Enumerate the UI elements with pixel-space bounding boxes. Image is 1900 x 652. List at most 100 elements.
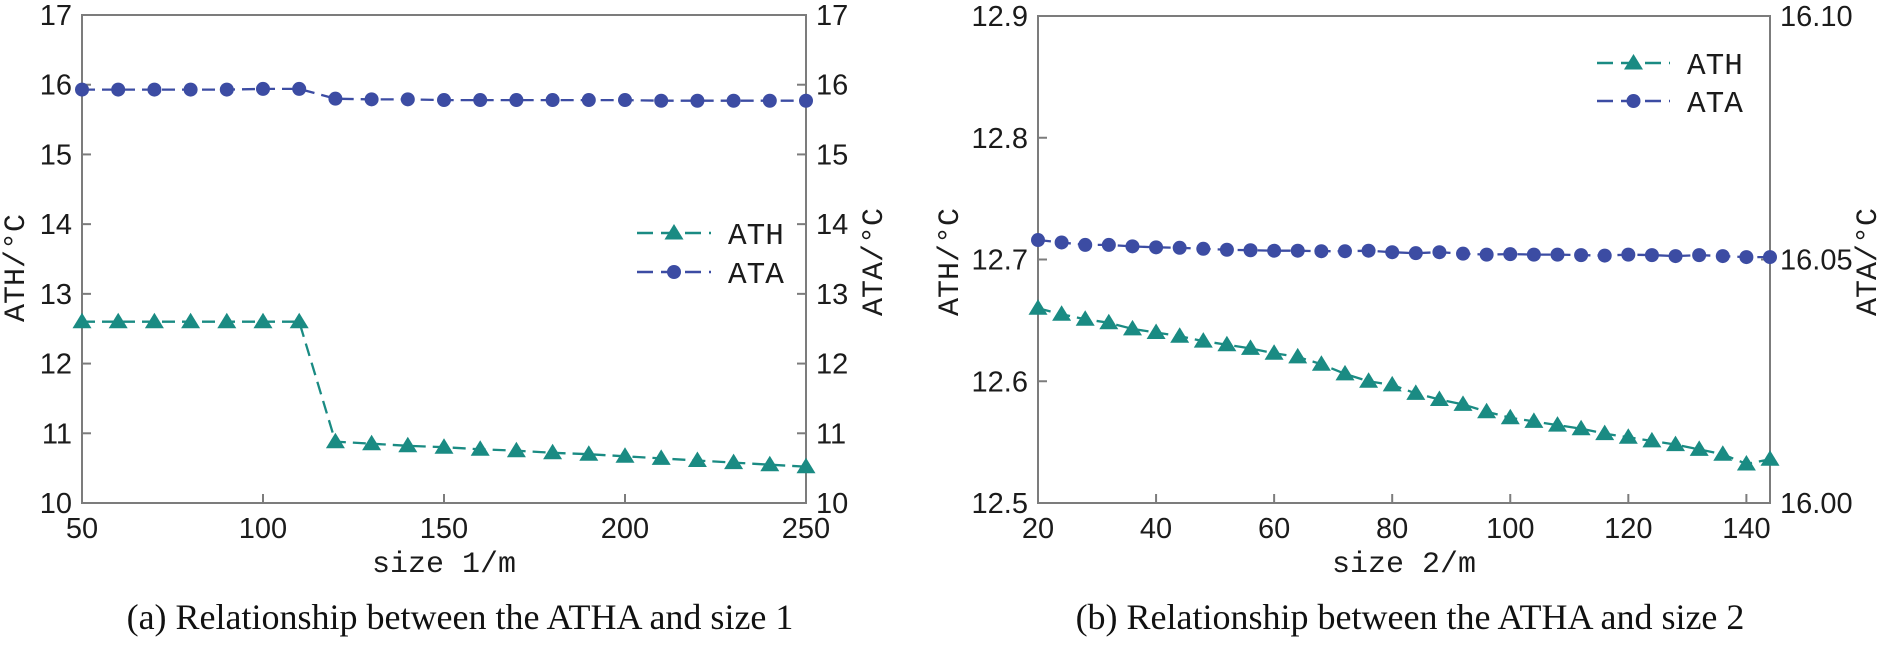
data-point-circle [147, 82, 162, 97]
data-point-circle [1408, 246, 1423, 261]
data-point-circle [183, 82, 198, 97]
data-point-circle [1314, 244, 1329, 259]
data-point-triangle [181, 312, 201, 329]
y-tick-label-right: 14 [816, 209, 848, 241]
data-point-circle [328, 91, 343, 106]
data-point-circle [437, 93, 451, 108]
data-point-triangle [1595, 424, 1615, 441]
y-tick-label-right: 16.10 [1780, 1, 1853, 33]
legend-label-ata: ATA [728, 258, 784, 293]
x-tick-label: 120 [1604, 513, 1652, 545]
x-axis-title: size 1/m [372, 548, 516, 582]
data-point-triangle [217, 312, 237, 329]
data-point-triangle [1666, 435, 1685, 452]
data-point-triangle [1075, 310, 1095, 326]
data-point-triangle [1689, 440, 1709, 456]
data-point-circle [1385, 245, 1400, 260]
y-tick-label-left: 12.9 [972, 1, 1028, 33]
x-tick-label: 40 [1140, 513, 1172, 545]
data-point-circle [1479, 247, 1494, 262]
data-point-triangle [1264, 344, 1284, 360]
x-axis-title: size 2/m [1332, 548, 1476, 582]
y-tick-label-left: 12.8 [972, 123, 1028, 155]
x-tick-label: 100 [1486, 513, 1534, 545]
legend-label-ata: ATA [1687, 87, 1743, 122]
data-point-circle [1125, 239, 1140, 254]
data-point-circle [1290, 243, 1305, 258]
data-point-circle [1668, 249, 1683, 264]
data-point-triangle [1123, 319, 1142, 336]
data-point-circle [1574, 248, 1589, 263]
data-point-circle [1054, 235, 1069, 250]
data-point-triangle [362, 434, 382, 451]
data-point-triangle [108, 312, 128, 329]
data-point-triangle [1170, 327, 1190, 343]
data-point-triangle [398, 436, 418, 453]
data-point-triangle [1146, 323, 1166, 339]
data-point-circle [1196, 241, 1211, 256]
data-point-circle [1078, 237, 1093, 252]
data-point-triangle [1288, 347, 1308, 364]
x-tick-label: 100 [239, 513, 287, 545]
y-tick-label-right: 16.00 [1780, 488, 1853, 520]
data-point-circle [1763, 250, 1777, 265]
legend-label-ath: ATH [728, 219, 784, 254]
y-tick-label-left: 12.7 [972, 245, 1028, 277]
data-point-triangle [1571, 419, 1591, 436]
data-point-circle [1626, 94, 1641, 108]
data-point-triangle [1453, 395, 1473, 411]
data-point-triangle [1217, 335, 1237, 352]
data-point-circle [256, 81, 270, 96]
plot-border [1037, 15, 1771, 504]
data-point-circle [1219, 242, 1234, 257]
data-point-circle [1715, 249, 1730, 264]
data-point-triangle [1713, 445, 1733, 461]
y-tick-label-right: 17 [816, 0, 848, 32]
data-point-circle [654, 93, 669, 108]
data-point-circle [1243, 243, 1258, 258]
legend-label-ath: ATH [1687, 49, 1743, 84]
x-tick-label: 200 [601, 513, 649, 545]
y-tick-label-left: 15 [40, 139, 72, 171]
data-point-circle [1739, 250, 1754, 265]
data-point-triangle [1736, 455, 1756, 471]
data-point-circle [1692, 248, 1707, 263]
data-point-triangle [144, 312, 164, 329]
y-tick-label-right: 16 [816, 70, 848, 102]
data-point-circle [1172, 240, 1187, 255]
data-point-triangle [1760, 450, 1780, 466]
data-point-circle [762, 93, 777, 108]
data-point-circle [1621, 247, 1636, 262]
data-point-triangle [1241, 339, 1260, 355]
x-tick-label: 140 [1722, 513, 1770, 545]
x-tick-label: 20 [1022, 513, 1054, 545]
x-tick-label: 60 [1258, 513, 1290, 545]
data-point-triangle [651, 449, 671, 465]
x-tick-label: 80 [1376, 513, 1408, 545]
data-point-triangle [1618, 428, 1638, 444]
y-tick-label-left: 16 [40, 70, 72, 102]
data-point-circle [473, 93, 488, 108]
data-point-circle [1361, 243, 1376, 258]
data-point-triangle [1335, 364, 1355, 381]
x-tick-label: 250 [782, 513, 830, 545]
data-point-triangle [579, 445, 599, 461]
data-point-circle [1337, 244, 1352, 259]
data-point-triangle [72, 312, 92, 329]
y-tick-label-left: 11 [42, 418, 72, 450]
data-point-circle [509, 93, 524, 108]
y-tick-label-left: 17 [40, 0, 72, 32]
data-point-triangle [1052, 305, 1072, 321]
data-point-triangle [543, 443, 563, 460]
data-point-triangle [1406, 384, 1426, 400]
data-point-triangle [1624, 54, 1643, 70]
data-point-circle [75, 82, 89, 97]
data-point-circle [400, 92, 415, 107]
data-point-circle [1432, 245, 1447, 260]
data-point-triangle [760, 455, 780, 472]
data-point-triangle [1548, 416, 1567, 432]
y-tick-label-right: 12 [816, 349, 848, 381]
caption-chart-a: (a) Relationship between the ATHA and si… [126, 597, 794, 637]
data-point-circle [364, 92, 379, 107]
